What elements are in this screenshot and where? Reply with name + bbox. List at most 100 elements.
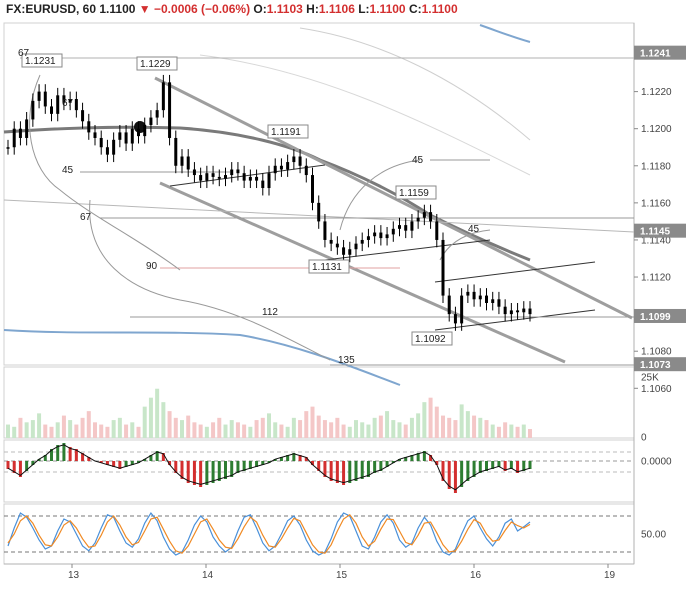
oscillator-bar <box>62 443 66 461</box>
volume-bar <box>329 422 334 438</box>
volume-bar <box>148 397 153 438</box>
volume-bar <box>472 415 477 438</box>
volume-bar <box>24 422 29 438</box>
candle-body <box>528 308 532 315</box>
price-tick-label: 1.1060 <box>641 384 672 395</box>
candle-body <box>304 165 308 176</box>
candle-body <box>466 291 470 296</box>
oscillator-bar <box>25 461 29 471</box>
price-tag-label: 1.1145 <box>640 227 670 238</box>
candle-body <box>118 132 122 140</box>
volume-bar <box>136 426 141 438</box>
price-tick-label: 1.1140 <box>641 235 671 246</box>
volume-bar <box>61 415 66 438</box>
price-tag-box <box>634 223 686 238</box>
oscillator-bar <box>12 461 16 473</box>
candle-body <box>460 295 464 324</box>
oscillator-bar <box>87 457 91 461</box>
candle-body <box>124 132 128 144</box>
volume-bar <box>447 417 452 438</box>
volume-bar <box>385 411 390 438</box>
volume-bar <box>142 406 147 438</box>
candle-body <box>87 121 91 133</box>
volume-bar <box>260 417 265 438</box>
oscillator-bar <box>279 457 283 461</box>
candle-body <box>217 176 221 179</box>
candle-body <box>50 106 53 114</box>
volume-bar <box>6 424 10 438</box>
high-low-label: 1.1131 <box>312 262 342 273</box>
candle-body <box>497 299 501 307</box>
volume-bar <box>161 402 166 438</box>
time-tick-label: 16 <box>470 570 482 581</box>
volume-bar <box>155 388 160 438</box>
price-tag-box <box>634 357 686 372</box>
oscillator-bar <box>211 461 215 483</box>
candle-body <box>205 173 209 181</box>
oscillator-bar <box>528 461 532 469</box>
oscillator-bar <box>429 455 433 461</box>
level-label: 67 <box>62 98 74 109</box>
oscillator-bar <box>56 445 60 461</box>
drawings <box>3 24 635 386</box>
candle-body <box>509 310 513 315</box>
volume-bar <box>267 413 271 438</box>
oscillator-bar <box>354 461 358 481</box>
volume-bar <box>180 420 184 438</box>
candle-body <box>435 221 439 240</box>
candle-body <box>137 128 140 137</box>
candle-body <box>261 180 265 189</box>
high-low-label-box <box>308 259 350 274</box>
level-label: 90 <box>146 261 158 272</box>
candle-body <box>130 128 134 144</box>
candle-body <box>267 173 271 189</box>
candle-body <box>224 175 227 179</box>
candle-body <box>199 175 203 181</box>
candle-body <box>161 82 165 111</box>
candle-body <box>155 110 159 118</box>
volume-bar <box>217 417 222 438</box>
candle-body <box>273 165 277 174</box>
volume-bar <box>422 402 427 438</box>
volume-bar <box>167 411 172 438</box>
candle-body <box>12 128 16 148</box>
oscillator-bar <box>522 461 526 471</box>
high-low-label-box <box>395 185 437 200</box>
oscillator-bar <box>168 461 172 465</box>
volume-bar <box>285 426 290 438</box>
oscillator-bar <box>342 461 346 485</box>
candle-body <box>441 239 445 296</box>
price-panel[interactable] <box>3 22 635 366</box>
volume-bar <box>391 420 396 438</box>
oscillator-bar <box>416 453 420 461</box>
oscillator-bar <box>453 461 457 493</box>
volume-bar <box>409 417 414 438</box>
oscillator-bar <box>311 461 314 465</box>
volume-bar <box>49 426 54 438</box>
price-tag-label: 1.1099 <box>640 312 671 323</box>
oscillator-bar <box>298 455 302 461</box>
volume-bar <box>484 420 489 438</box>
candle-body <box>6 147 10 149</box>
ma-blue <box>3 329 401 386</box>
oscillator-bar <box>143 459 147 461</box>
oscillator-bar <box>422 451 426 461</box>
volume-bar <box>478 417 483 438</box>
high-low-label-box <box>267 124 309 139</box>
oscillator-bar <box>242 461 246 471</box>
high-low-label: 1.1092 <box>415 334 446 345</box>
oscillator-bar <box>18 461 22 477</box>
candle-body <box>391 228 395 235</box>
volume-bar <box>347 426 352 438</box>
volume-bar <box>515 426 520 438</box>
volume-bar <box>316 415 321 438</box>
volume-bar <box>496 426 501 438</box>
candle-body <box>18 128 22 138</box>
candle-body <box>255 176 259 181</box>
oscillator-bar <box>130 461 134 465</box>
candle-body <box>522 308 526 313</box>
stochastic-panel[interactable] <box>3 503 635 565</box>
oscillator-bar <box>112 461 116 467</box>
candle-body <box>416 217 420 222</box>
candle-body <box>329 239 333 244</box>
